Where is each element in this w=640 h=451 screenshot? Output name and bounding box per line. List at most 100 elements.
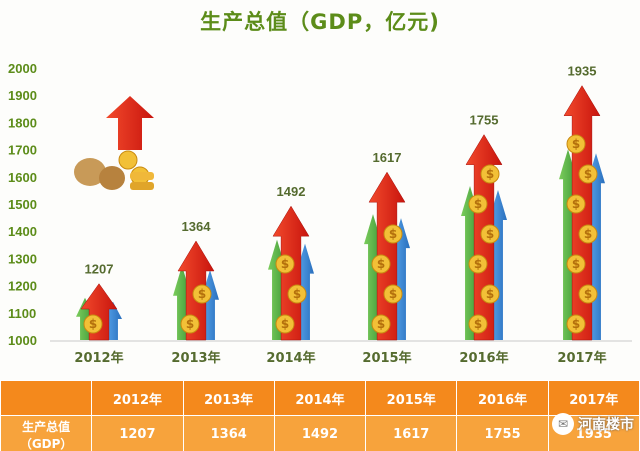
x-tick-label: 2014年 [266, 350, 315, 366]
coin-icon [578, 164, 598, 184]
coin-icon [192, 284, 212, 304]
y-tick-label: 1900 [8, 88, 37, 103]
red-arrow-icon [106, 96, 154, 150]
wechat-icon: ✉ [552, 413, 574, 435]
table-value-cell: 1492 [273, 415, 367, 451]
table-year-cell: 2017年 [547, 380, 640, 416]
table-header-row: 2012年 2013年 2014年 2015年 2016年 2017年 [0, 380, 640, 416]
table-year-cell: 2014年 [273, 380, 367, 416]
dollar-icon: $ [486, 287, 494, 301]
table-year-cell: 2016年 [456, 380, 549, 416]
dollar-icon: $ [293, 287, 301, 301]
gdp-table: 2012年 2013年 2014年 2015年 2016年 2017年 生产总值… [0, 380, 640, 451]
coin-icon [566, 314, 586, 334]
dollar-icon: $ [474, 257, 482, 271]
bar [272, 205, 310, 341]
dollar-icon: $ [486, 167, 494, 181]
coin-icon [275, 314, 295, 334]
coin-icon [578, 284, 598, 304]
coin-icon [480, 224, 500, 244]
y-tick-label: 2000 [8, 61, 37, 76]
coin-icon [180, 314, 200, 334]
dollar-icon: $ [572, 197, 580, 211]
coin-icon [118, 150, 138, 170]
x-tick-label: 2017年 [557, 350, 606, 366]
table-value-cell: 1364 [182, 415, 275, 451]
dollar-icon: $ [389, 287, 397, 301]
y-tick-label: 1700 [8, 143, 37, 158]
dollar-icon: $ [584, 227, 592, 241]
data-label: 1207 [85, 262, 114, 277]
coin-icon [566, 254, 586, 274]
table-value-cell: 1207 [91, 415, 184, 451]
dollar-icon: $ [198, 287, 206, 301]
table-corner-cell [0, 380, 93, 416]
coin-icon [480, 284, 500, 304]
dollar-icon: $ [572, 137, 580, 151]
coin-icon [371, 314, 391, 334]
bag-icon [74, 158, 106, 186]
dollar-icon: $ [281, 257, 289, 271]
dollar-icon: $ [186, 317, 194, 331]
dollar-icon: $ [89, 317, 97, 331]
coin-icon [287, 284, 307, 304]
x-tick-label: 2015年 [362, 350, 411, 366]
dollar-icon: $ [474, 197, 482, 211]
coin-icon [468, 314, 488, 334]
y-tick-label: 1300 [8, 251, 37, 266]
coin-icon [566, 194, 586, 214]
table-row-label: 生产总值（GDP） [0, 415, 93, 451]
table-value-cell: 1617 [365, 415, 458, 451]
coin-icon [383, 224, 403, 244]
y-tick-label: 1000 [8, 333, 37, 348]
chart-title: 生产总值（GDP，亿元) [200, 10, 440, 34]
x-tick-label: 2013年 [171, 350, 220, 366]
data-label: 1364 [182, 219, 212, 234]
dollar-icon: $ [584, 167, 592, 181]
coin-stack-icon [130, 182, 154, 190]
dollar-icon: $ [377, 257, 385, 271]
y-tick-label: 1100 [8, 306, 36, 321]
coin-icon [566, 134, 586, 154]
table-year-cell: 2015年 [365, 380, 458, 416]
dollar-icon: $ [377, 317, 385, 331]
x-tick-label: 2016年 [459, 350, 508, 366]
dollar-icon: $ [572, 317, 580, 331]
bar-chart: 1000 1100 1200 1300 1400 1500 1600 1700 1800 1900… [8, 61, 632, 366]
coin-icon [371, 254, 391, 274]
coin-icon [83, 314, 103, 334]
dollar-icon: $ [572, 257, 580, 271]
table-year-cell: 2012年 [91, 380, 184, 416]
money-bag-icon [74, 96, 154, 190]
coin-icon [383, 284, 403, 304]
coin-stack-icon [130, 172, 154, 180]
y-tick-label: 1200 [8, 279, 37, 294]
dollar-icon: $ [486, 227, 494, 241]
coin-icon [468, 254, 488, 274]
data-label: 1755 [470, 113, 499, 128]
dollar-icon: $ [281, 317, 289, 331]
dollar-icon: $ [474, 317, 482, 331]
table-row: 生产总值（GDP） 1207 1364 1492 1617 1755 1935 [0, 415, 640, 451]
bag-icon [99, 166, 125, 190]
coin-icon [275, 254, 295, 274]
coin-icon [480, 164, 500, 184]
y-tick-label: 1600 [8, 170, 37, 185]
watermark: ✉ 河南楼市 [552, 413, 634, 435]
data-label: 1935 [568, 64, 597, 79]
data-label: 1492 [277, 184, 306, 199]
y-tick-label: 1800 [8, 115, 37, 130]
dollar-icon: $ [584, 287, 592, 301]
table-value-cell: 1935 [547, 415, 640, 451]
watermark-text: 河南楼市 [578, 417, 634, 433]
y-tick-label: 1400 [8, 224, 37, 239]
coin-icon [578, 224, 598, 244]
coin-icon [468, 194, 488, 214]
dollar-icon: $ [389, 227, 397, 241]
x-tick-label: 2012年 [74, 350, 123, 366]
table-year-cell: 2013年 [182, 380, 275, 416]
data-label: 1617 [373, 150, 402, 165]
table-value-cell: 1755 [456, 415, 549, 451]
y-tick-label: 1500 [8, 197, 37, 212]
